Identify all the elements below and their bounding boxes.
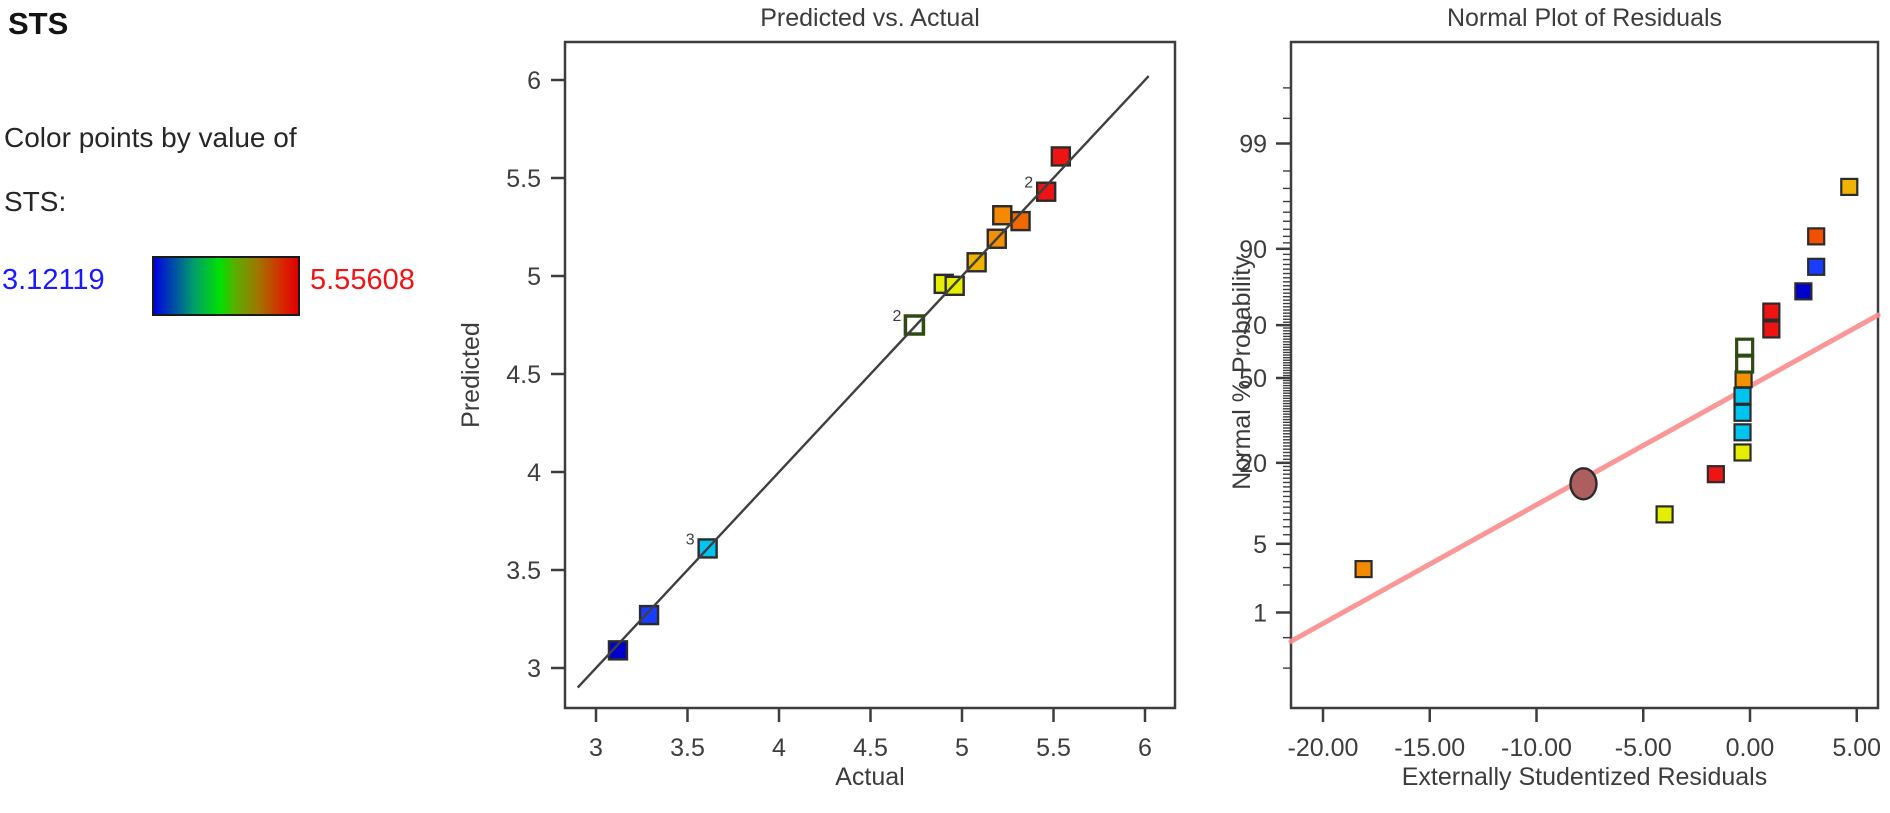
plot2-y-tick-label: 20 <box>1239 450 1267 478</box>
plot1-y-tick-label: 5 <box>527 263 541 291</box>
plot1-y-tick-label: 5.5 <box>506 165 541 193</box>
data-point-square <box>1794 282 1813 301</box>
plot2-y-tick-label: 50 <box>1239 365 1267 393</box>
data-point-square <box>1762 302 1781 321</box>
plot2-y-tick-label: 1 <box>1253 599 1267 627</box>
plot2-y-tick-label: 5 <box>1253 531 1267 559</box>
data-point-square <box>1733 443 1752 462</box>
plot1-x-tick-label: 5.5 <box>1036 734 1071 762</box>
data-point-square <box>1050 146 1072 167</box>
plot1-x-tick-label: 4 <box>772 734 786 762</box>
plot1-x-tick-label: 3 <box>589 734 603 762</box>
plot2-x-tick-label: -20.00 <box>1288 734 1359 762</box>
plot2-x-tick-label: -15.00 <box>1394 734 1465 762</box>
data-point-square <box>1840 177 1859 197</box>
data-point-square <box>1354 559 1373 579</box>
data-point-square <box>1733 423 1752 442</box>
response-name: STS <box>8 6 69 41</box>
plot1-x-tick-label: 4.5 <box>853 734 888 762</box>
plot1-x-axis-label: Actual <box>835 763 905 791</box>
data-point-square <box>1035 181 1057 202</box>
plot1-title: Predicted vs. Actual <box>760 4 980 32</box>
plot2-y-tick-label: 99 <box>1239 131 1267 159</box>
data-point-square <box>1762 320 1781 339</box>
data-point-square <box>1734 370 1753 389</box>
color-legend: 3.12119 5.55608 <box>0 252 470 322</box>
data-point-square <box>992 205 1013 226</box>
plot1-y-tick-label: 4 <box>527 459 541 487</box>
replicate-count-label: 2 <box>893 308 902 325</box>
plot1-x-tick-label: 6 <box>1138 734 1152 762</box>
data-point-square <box>1733 386 1752 405</box>
data-point-square <box>638 604 660 626</box>
plot2-x-tick-label: -5.00 <box>1615 734 1672 762</box>
plot2-x-tick-label: 5.00 <box>1832 734 1881 762</box>
data-point-square <box>1807 257 1826 276</box>
plot2-x-tick-label: -10.00 <box>1501 734 1572 762</box>
plot2-y-tick-label: 90 <box>1239 236 1267 264</box>
replicate-count-label: 3 <box>686 531 695 548</box>
plot2-y-tick-label: 70 <box>1239 312 1267 340</box>
plot1-x-tick-label: 3.5 <box>670 734 705 762</box>
plot1-y-tick-label: 3 <box>527 655 541 683</box>
plot2-frame <box>1289 40 1880 710</box>
plot2-x-tick-label: 0.00 <box>1726 734 1775 762</box>
plot1-x-tick-label: 5 <box>955 734 969 762</box>
data-point-square <box>1706 465 1725 484</box>
data-point-square <box>1733 403 1752 422</box>
data-point-square <box>1735 354 1755 374</box>
plot2-title: Normal Plot of Residuals <box>1446 4 1723 32</box>
identity-line <box>576 75 1150 689</box>
legend-caption-line1: Color points by value of <box>4 122 297 153</box>
plot2-x-axis-label: Externally Studentized Residuals <box>1401 763 1768 791</box>
color-gradient-bar <box>152 256 300 316</box>
data-point-circle <box>1569 467 1598 501</box>
data-point-square <box>1655 505 1674 524</box>
data-point-square <box>1807 227 1826 246</box>
legend-caption-line2: STS: <box>4 186 67 217</box>
plot1-y-tick-label: 3.5 <box>506 557 541 585</box>
plot1-y-tick-label: 4.5 <box>506 361 541 389</box>
data-point-square <box>607 640 629 661</box>
legend-max-value: 5.55608 <box>310 264 415 296</box>
legend-min-value: 3.12119 <box>2 264 105 296</box>
replicate-count-label: 2 <box>1024 175 1033 192</box>
data-point-square <box>1735 337 1755 357</box>
plot1-y-tick-label: 6 <box>527 67 541 95</box>
